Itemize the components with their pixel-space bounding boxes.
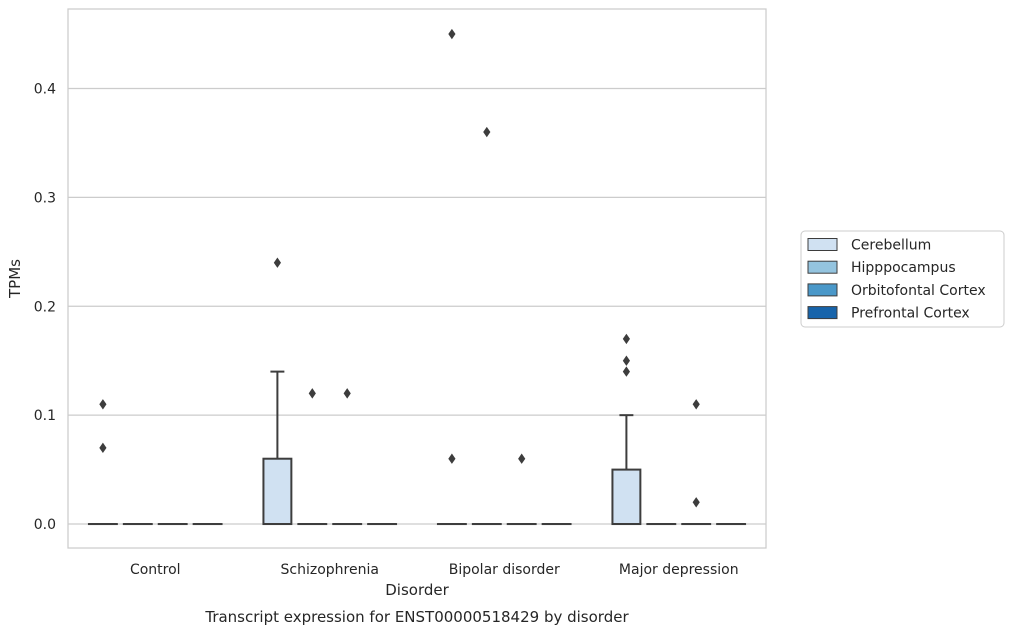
box-0-3 [612,415,640,524]
outlier-point [99,443,106,453]
x-tick-label: Major depression [619,562,739,578]
legend-swatch [808,261,837,273]
outlier-point [623,356,630,366]
y-tick-label: 0.0 [34,517,56,533]
outlier-point [623,366,630,376]
x-tick-label: Schizophrenia [281,562,379,578]
outlier-point [99,399,106,409]
box-body [263,459,291,524]
plot-frame [68,9,766,548]
outlier-point [483,127,490,137]
outlier-point [693,399,700,409]
outlier-point [448,29,455,39]
box-body [612,470,640,524]
y-tick-label: 0.4 [34,81,56,97]
x-tick-label: Control [130,562,181,578]
legend-label: Cerebellum [851,238,931,254]
outlier-point [623,334,630,344]
y-tick-label: 0.1 [34,408,56,424]
gridlines [68,88,766,524]
legend-swatch [808,239,837,251]
outlier-point [274,258,281,268]
boxes [89,372,745,524]
outlier-point [448,454,455,464]
legend-label: Hipppocampus [851,260,956,276]
outlier-point [518,454,525,464]
y-tick-label: 0.2 [34,299,56,315]
x-tick-labels: Control Schizophrenia Bipolar disorder Majo… [130,562,739,578]
y-tick-labels: 0.0 0.1 0.2 0.3 0.4 [34,81,56,533]
legend-swatch [808,284,837,296]
y-tick-label: 0.3 [34,190,56,206]
legend: Cerebellum Hipppocampus Orbitofontal Corte… [801,231,1004,327]
legend-label: Orbitofontal Cortex [851,283,986,299]
legend-label: Prefrontal Cortex [851,306,970,322]
y-axis-label: TPMs [6,259,24,299]
outliers [99,29,700,508]
box-0-1 [263,372,291,524]
chart-caption: Transcript expression for ENST0000051842… [204,608,629,626]
legend-swatch [808,307,837,319]
outlier-point [344,388,351,398]
x-axis-label: Disorder [385,581,449,599]
x-tick-label: Bipolar disorder [449,562,560,578]
outlier-point [309,388,316,398]
outlier-point [693,497,700,507]
